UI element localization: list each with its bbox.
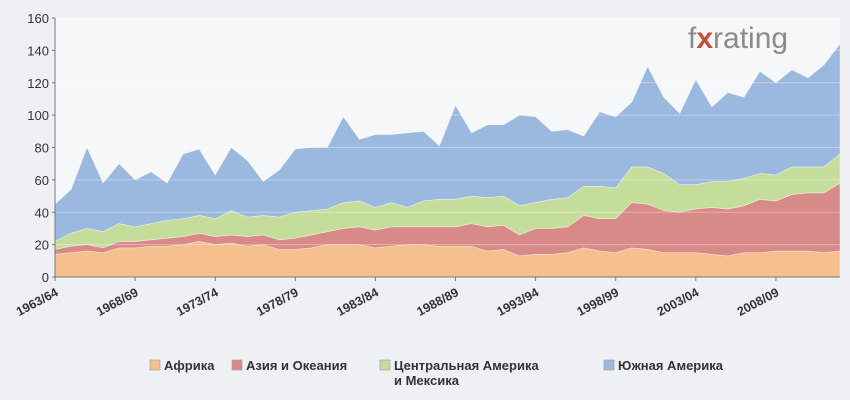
y-tick-label: 20	[35, 238, 49, 253]
legend-item-1: Африка	[149, 358, 215, 373]
x-tick-label: 1988/89	[414, 285, 461, 319]
legend: Африка Азия и Океания Центральная Америкаи…	[149, 358, 724, 388]
legend-swatch	[603, 359, 615, 371]
legend-label: Центральная Америка	[394, 358, 539, 373]
y-tick-label: 160	[27, 11, 49, 26]
x-tick-label: 1978/79	[254, 285, 301, 319]
y-tick-label: 40	[35, 205, 49, 220]
x-tick-label: 1973/74	[174, 285, 221, 319]
x-tick-label: 1998/99	[575, 285, 622, 319]
legend-label: Африка	[164, 358, 215, 373]
y-tick-label: 0	[42, 270, 49, 285]
y-tick-label: 140	[27, 43, 49, 58]
x-tick-label: 1993/94	[495, 285, 542, 319]
legend-item-2: Азия и Океания	[231, 358, 347, 373]
legend-swatch	[149, 359, 161, 371]
x-tick-label: 1963/64	[14, 285, 61, 319]
x-tick-label: 1983/84	[334, 285, 381, 319]
x-tick-label: 2008/09	[735, 285, 782, 319]
y-tick-label: 120	[27, 76, 49, 91]
legend-swatch	[379, 359, 391, 371]
y-tick-label: 60	[35, 173, 49, 188]
area-series-4	[54, 43, 841, 242]
legend-label: Азия и Океания	[246, 358, 347, 373]
area-series	[54, 43, 841, 278]
x-tick-label: 1968/69	[94, 285, 141, 319]
legend-label: Южная Америка	[618, 358, 724, 373]
legend-swatch	[231, 359, 243, 371]
x-tick-label: 2003/04	[655, 285, 702, 319]
axes: 0 20 40 60 80 100 120 140 160 1963/64 1968/69 1973/…	[14, 11, 840, 319]
y-tick-label: 80	[35, 141, 49, 156]
brand-logo: fxrating	[688, 22, 788, 55]
legend-item-4: Южная Америка	[603, 358, 724, 373]
legend-label: и Мексика	[394, 373, 460, 388]
y-tick-label: 100	[27, 108, 49, 123]
